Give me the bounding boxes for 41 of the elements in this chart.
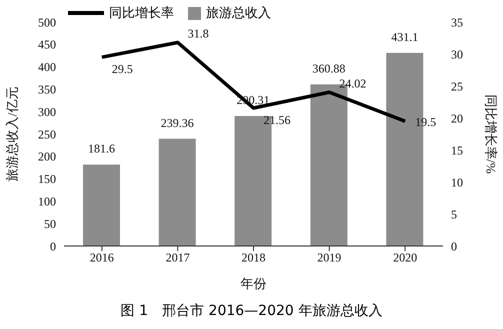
x-tick-label: 2018	[242, 250, 266, 265]
y2-tick-label: 15	[451, 143, 463, 158]
y-tick-label: 150	[38, 172, 56, 186]
y2-tick-label: 30	[451, 47, 463, 62]
y-tick-label: 450	[38, 38, 56, 52]
bar	[158, 138, 196, 246]
x-tick-label: 2020	[393, 250, 418, 265]
y2-tick-label: 35	[451, 15, 463, 30]
y-tick-label: 50	[44, 216, 56, 231]
data-label: 360.88	[312, 61, 346, 76]
x-tick-label: 2019	[317, 250, 342, 265]
y2-tick-label: 20	[451, 111, 463, 126]
y-tick-label: 500	[38, 15, 56, 30]
y-tick-label: 200	[38, 150, 56, 164]
y-tick-label: 0	[50, 239, 56, 254]
text: 图 1 邢台市 2016—2020 年旅游总收入	[120, 302, 384, 320]
data-label: 431.1	[391, 30, 418, 44]
legend-label: 同比增长率	[109, 5, 174, 22]
y-tick-label: 400	[38, 60, 56, 74]
data-label: 24.02	[339, 76, 366, 90]
y2-tick-label: 10	[451, 175, 463, 190]
x-tick-label: 2016	[90, 250, 114, 265]
data-label: 29.5	[112, 62, 133, 76]
data-label: 21.56	[264, 113, 290, 128]
data-label: 19.5	[415, 115, 436, 130]
y2-tick-label: 0	[451, 239, 457, 254]
y-tick-label: 300	[38, 104, 56, 119]
bar	[83, 164, 120, 246]
x-axis-title: 年份	[240, 276, 266, 291]
data-label: 31.8	[188, 26, 209, 40]
data-label: 239.36	[160, 116, 194, 130]
y2-tick-label: 5	[451, 207, 457, 222]
y-tick-label: 100	[38, 194, 56, 208]
legend-label: 旅游总收入	[206, 5, 271, 22]
y-tick-label: 250	[38, 127, 56, 142]
y-tick-label: 350	[38, 82, 56, 96]
y-axis-title: 旅游总收入/亿元	[4, 86, 20, 182]
x-tick-label: 2017	[166, 250, 190, 265]
data-label: 181.6	[88, 142, 115, 156]
y2-axis-title: 同比增长率/%	[483, 94, 498, 174]
y2-tick-label: 25	[451, 79, 463, 94]
